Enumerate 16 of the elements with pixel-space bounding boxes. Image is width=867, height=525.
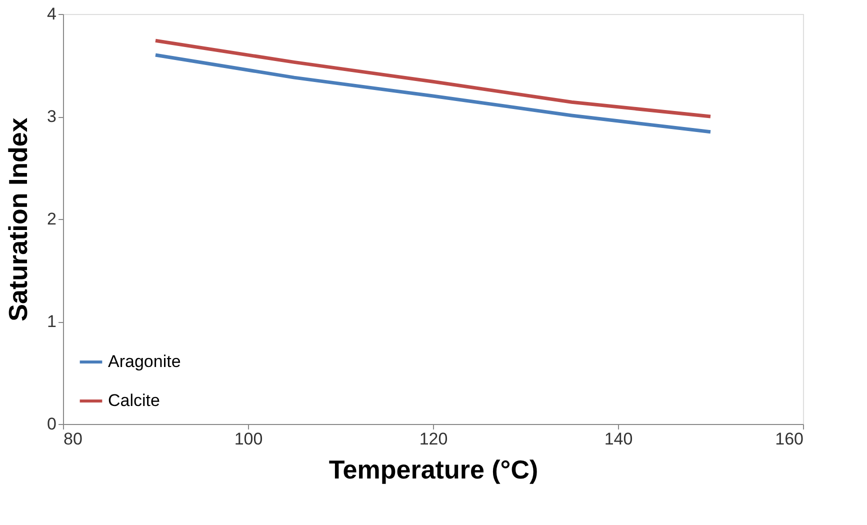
x-tick-label: 160 (775, 430, 804, 448)
x-tick-label: 80 (64, 430, 82, 448)
line-series (154, 53, 712, 134)
y-tick-label: 2 (47, 210, 56, 228)
x-tick-label: 140 (604, 430, 633, 448)
y-tick-label: 1 (47, 312, 56, 331)
x-tick-label: 120 (419, 430, 448, 448)
y-tick-label: 0 (47, 414, 56, 434)
y-tick-label: 4 (47, 4, 56, 24)
line-series (154, 38, 712, 118)
y-axis-title: Saturation Index (3, 117, 34, 322)
legend-label: Calcite (108, 391, 160, 410)
x-tick-label: 100 (234, 430, 263, 448)
y-tick-label: 3 (47, 107, 56, 126)
legend-label: Aragonite (108, 352, 181, 371)
x-axis-title: Temperature (°C) (328, 454, 538, 484)
